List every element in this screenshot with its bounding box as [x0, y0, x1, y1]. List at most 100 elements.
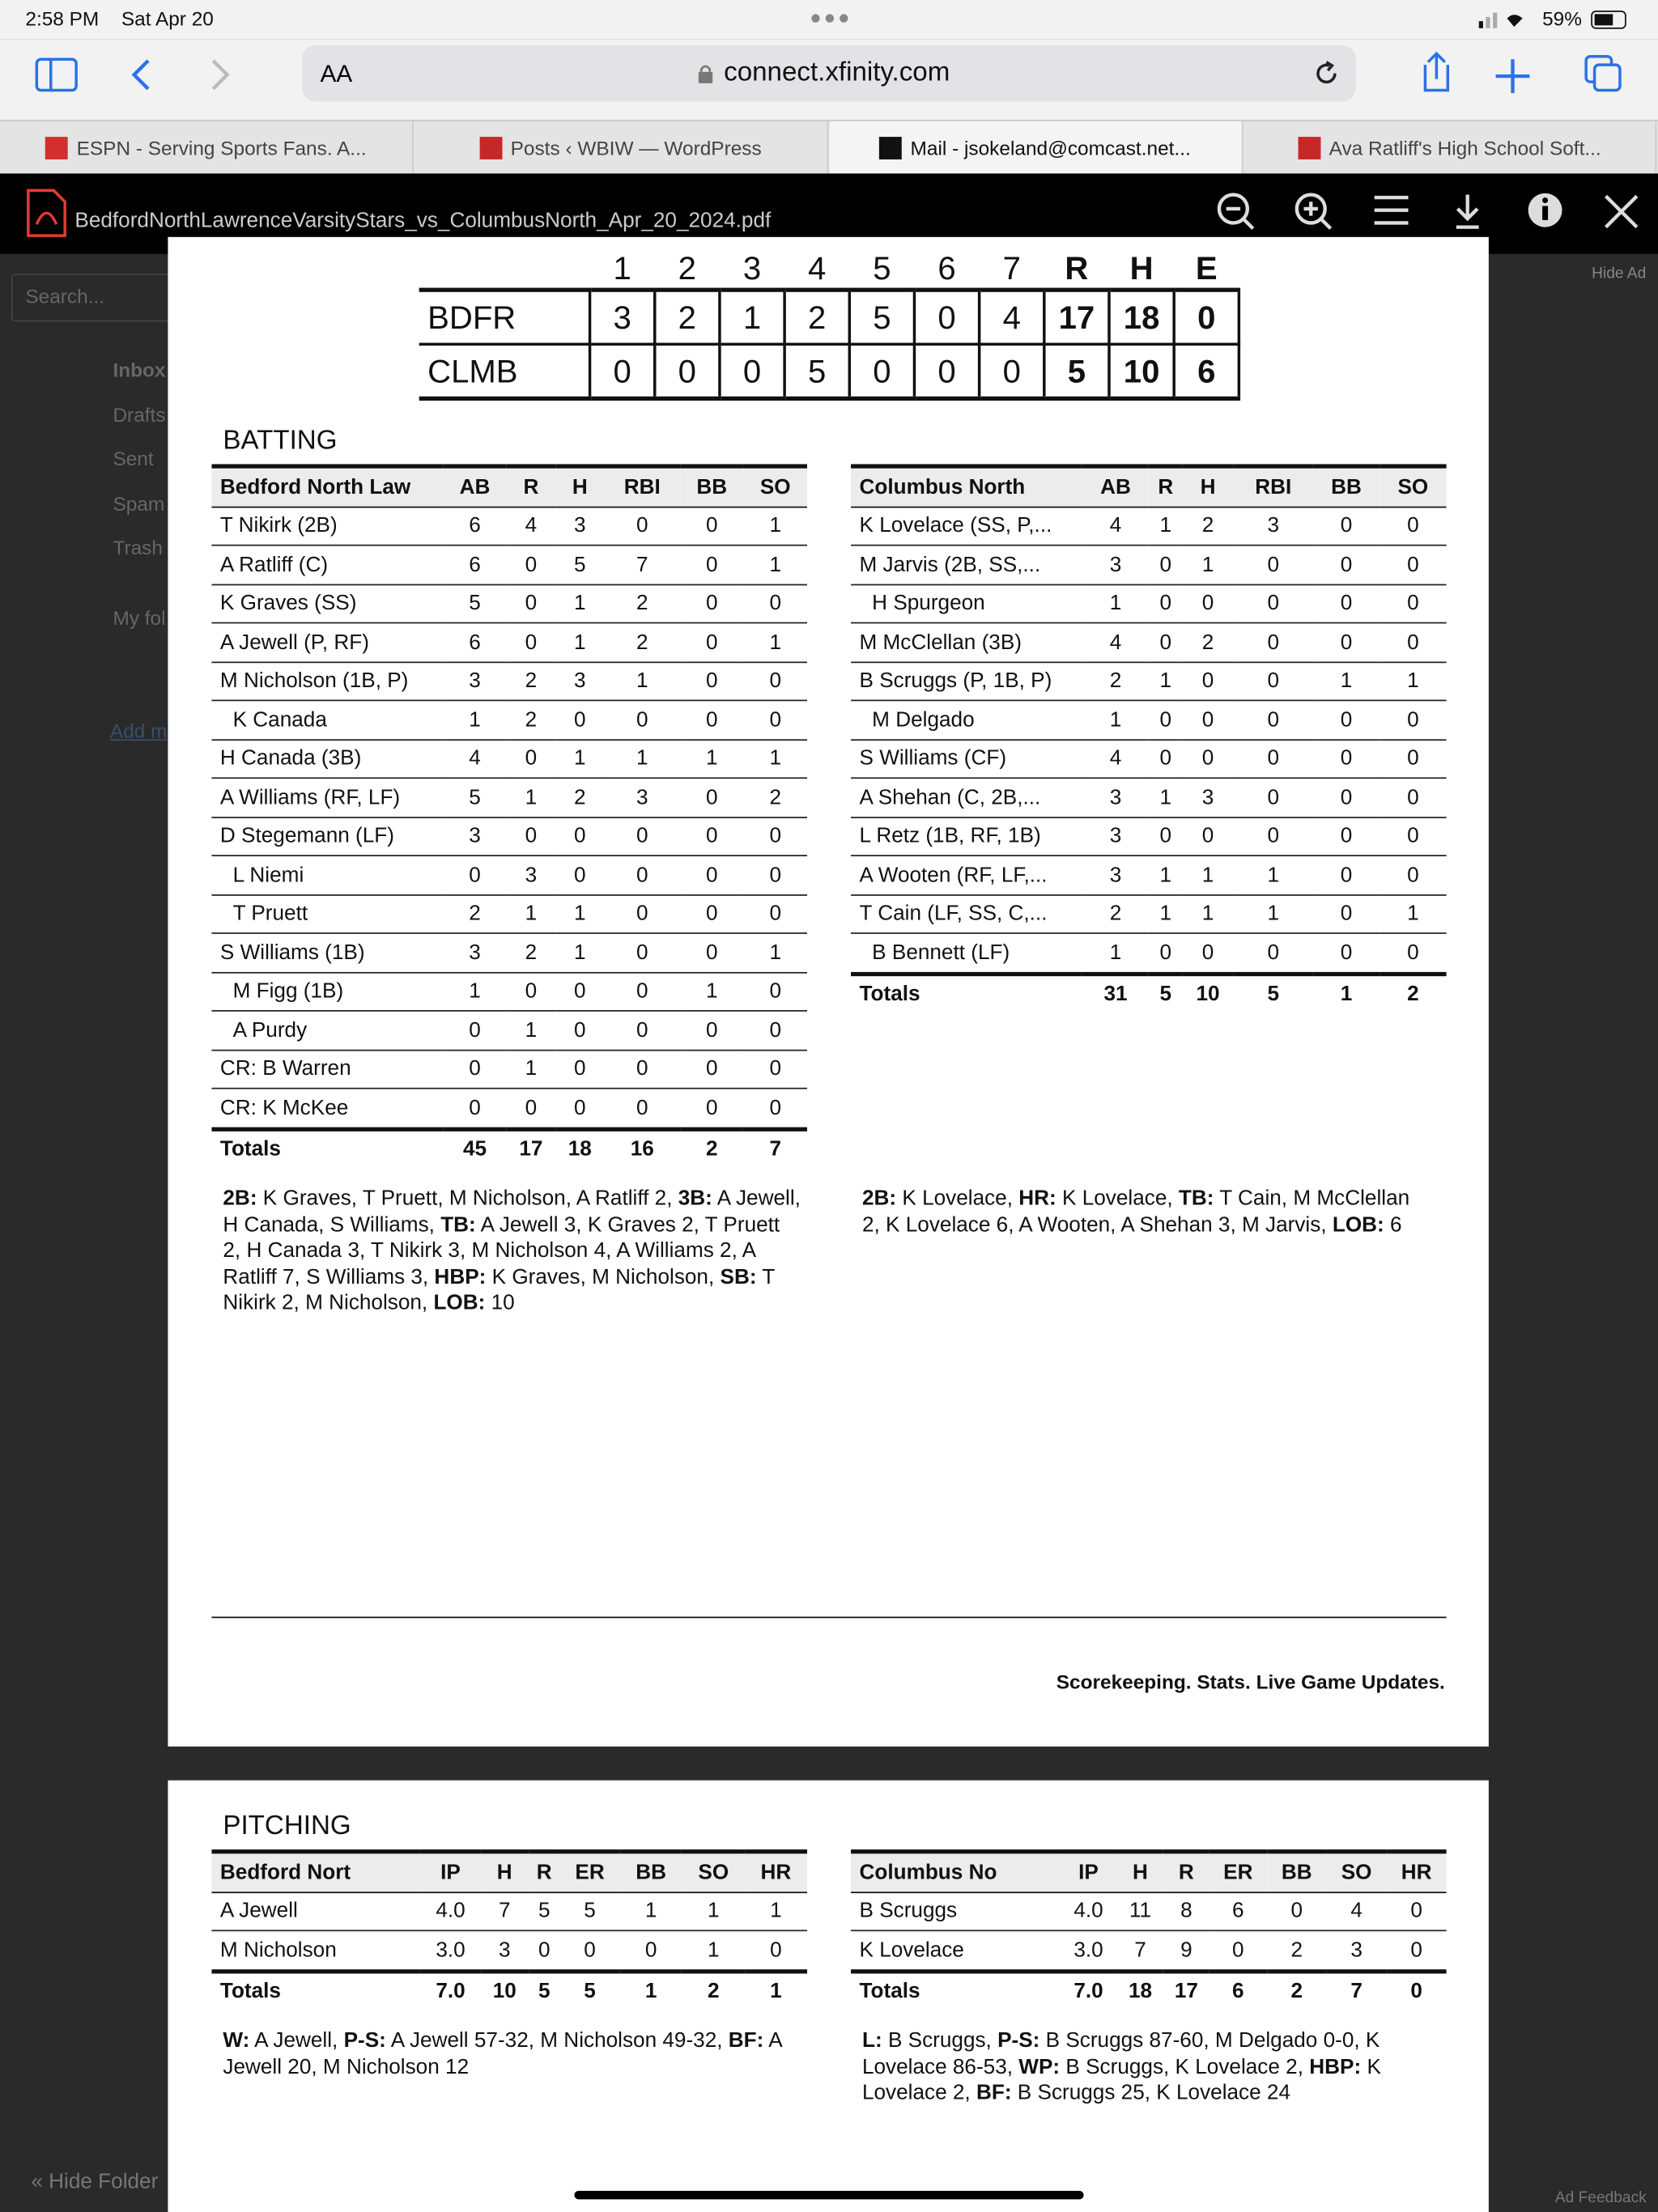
- player: A Wooten (RF, LF,...: [851, 856, 1082, 895]
- header-cell: RBI: [604, 464, 681, 507]
- stat: 1: [744, 1891, 807, 1932]
- note-label: P-S:: [343, 2028, 386, 2053]
- footer-text: Scorekeeping. Stats. Live Game Updates.: [1056, 1670, 1445, 1693]
- text-size-button[interactable]: AA: [320, 60, 353, 88]
- stat: 2: [1082, 661, 1150, 702]
- stat: 0: [1312, 739, 1380, 779]
- totals-row: Totals 7.0 18 17 6 2 7 0: [851, 1968, 1447, 2010]
- total: 5: [559, 1968, 620, 2010]
- stat: 1: [680, 971, 744, 1012]
- header-cell: R: [506, 464, 556, 507]
- batting-table: Bedford North Law AB R H RBI BB SO T Nikirk (2B…: [211, 464, 807, 1169]
- stat: 1: [1182, 894, 1234, 934]
- player: A Williams (RF, LF): [211, 778, 444, 818]
- stat: 1: [1233, 894, 1313, 934]
- tab[interactable]: Posts ‹ WBIW — WordPress: [414, 121, 828, 176]
- note-text: A Jewell, H Canada, S Williams,: [223, 1186, 801, 1237]
- player-row: H Spurgeon 1 0 0 0 0 0: [851, 584, 1447, 624]
- stat: 6: [1209, 1891, 1267, 1932]
- note-label: TB:: [440, 1212, 476, 1237]
- stat: 0: [1380, 545, 1447, 585]
- player: CR: B Warren: [211, 1049, 444, 1089]
- tab[interactable]: Ava Ratliff's High School Soft...: [1244, 121, 1657, 176]
- stat: 1: [1082, 932, 1150, 974]
- stat: 7: [604, 545, 681, 585]
- tab-icon: [479, 137, 503, 159]
- score: 6: [1172, 342, 1241, 401]
- total: 7: [1326, 1968, 1387, 2010]
- folder[interactable]: Inbox: [113, 358, 166, 381]
- stat: 0: [1182, 661, 1234, 702]
- player: H Canada (3B): [211, 739, 444, 779]
- stat: 9: [1163, 1930, 1209, 1972]
- note-text: B Scruggs, K Lovelace 2,: [1060, 2054, 1310, 2079]
- header-cell: ER: [1209, 1849, 1267, 1893]
- player-row: S Williams (CF) 4 0 0 0 0 0: [851, 739, 1447, 779]
- section-title: PITCHING: [223, 1811, 351, 1841]
- header-cell: Bedford Nort: [211, 1849, 421, 1893]
- score: 5: [783, 342, 852, 401]
- search-box[interactable]: Search...: [25, 285, 105, 308]
- stat: 2: [506, 932, 556, 973]
- header-cell: SO: [1326, 1849, 1387, 1893]
- stat: 0: [1312, 856, 1380, 895]
- stat: 6: [443, 506, 507, 546]
- stat: 0: [506, 971, 556, 1012]
- score: 0: [912, 342, 981, 401]
- back-button[interactable]: [127, 57, 155, 93]
- folder[interactable]: Trash: [113, 536, 163, 559]
- stat: 0: [1149, 817, 1183, 856]
- stat: 0: [1312, 932, 1380, 974]
- total: 1: [744, 1968, 807, 2010]
- stat: 3: [1182, 778, 1234, 818]
- stat: 1: [743, 739, 807, 779]
- player-row: CR: B Warren 0 1 0 0 0 0: [211, 1049, 807, 1089]
- pdf-actions[interactable]: [1214, 190, 1651, 232]
- folder[interactable]: Sent: [113, 447, 154, 470]
- toolbar-actions[interactable]: [1409, 51, 1635, 99]
- header-cell: SO: [1380, 464, 1447, 507]
- team: CLMB: [419, 342, 592, 401]
- hide-folders[interactable]: « Hide Folder: [31, 2169, 159, 2194]
- folder[interactable]: Drafts: [113, 402, 166, 426]
- stat: 0: [743, 1049, 807, 1089]
- stat: 0: [1312, 894, 1380, 934]
- linescore-row: BDFR 3 2 1 2 5 0 4 17 18 0: [419, 288, 1241, 346]
- stat: 0: [680, 932, 744, 973]
- stat: 0: [1380, 584, 1447, 624]
- player-row: T Cain (LF, SS, C,... 2 1 1 1 0 1: [851, 894, 1447, 934]
- add-folder[interactable]: Add m: [109, 719, 168, 742]
- header-cell: 5: [849, 248, 915, 292]
- stat: 0: [555, 817, 605, 856]
- note-label: BF:: [728, 2028, 764, 2053]
- stat: 0: [1149, 622, 1183, 663]
- my-folders[interactable]: My fol: [113, 606, 166, 630]
- reload-button[interactable]: [1312, 59, 1341, 87]
- header-cell: AB: [1082, 464, 1150, 507]
- stat: 1: [743, 622, 807, 663]
- ad-feedback[interactable]: Ad Feedback: [1554, 2189, 1647, 2207]
- stat: 0: [506, 817, 556, 856]
- player-row: T Pruett 2 1 1 0 0 0: [211, 894, 807, 934]
- stat: 0: [1182, 739, 1234, 779]
- stat: 0: [1233, 622, 1313, 663]
- header-cell: BB: [1312, 464, 1380, 507]
- score: 4: [977, 288, 1046, 346]
- hide-ad[interactable]: Hide Ad: [1592, 265, 1647, 282]
- address-bar[interactable]: AA connect.xfinity.com: [302, 45, 1357, 102]
- player: M McClellan (3B): [851, 622, 1082, 663]
- tab[interactable]: ESPN - Serving Sports Fans. A...: [0, 121, 414, 176]
- tab[interactable]: Mail - jsokeland@comcast.net...: [829, 121, 1243, 176]
- stat: 1: [506, 1049, 556, 1089]
- player: S Williams (1B): [211, 932, 444, 973]
- multitask-dots[interactable]: [810, 13, 849, 24]
- folder[interactable]: Spam: [113, 491, 165, 515]
- player-row: L Niemi 0 3 0 0 0 0: [211, 856, 807, 895]
- stat: 0: [1233, 700, 1313, 741]
- stat: 2: [1082, 894, 1150, 934]
- sidebar-button[interactable]: [34, 57, 79, 93]
- header-cell: 2: [654, 248, 720, 292]
- total: 0: [1386, 1968, 1447, 2010]
- note-label: HR:: [1018, 1186, 1056, 1211]
- forward-button[interactable]: [206, 57, 234, 93]
